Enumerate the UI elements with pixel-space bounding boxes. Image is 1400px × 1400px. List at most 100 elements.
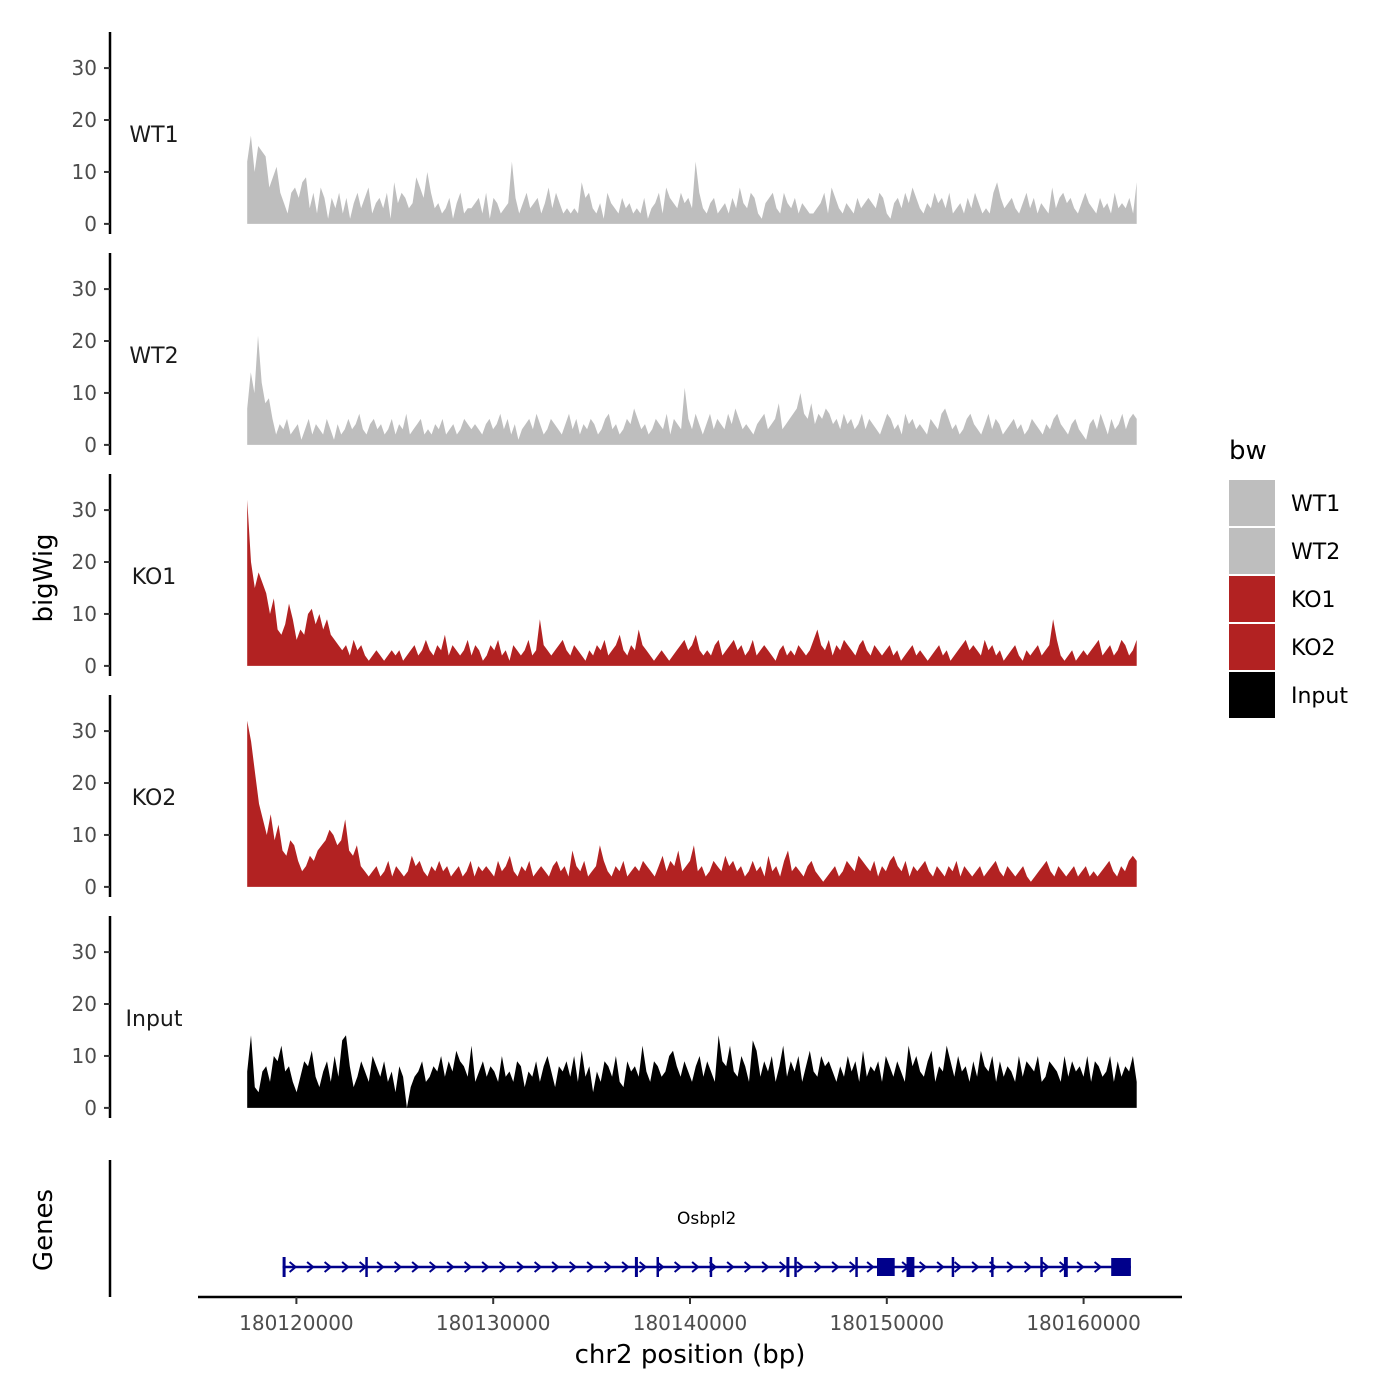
track-ko2: 0 10 20 30 KO2 [72,695,1137,899]
strand-arrow [813,1261,823,1273]
strand-arrow [638,1261,648,1273]
x-tick-label: 180130000 [436,1311,551,1335]
exon [282,1257,286,1277]
strand-arrow [971,1261,980,1273]
legend: bw WT1 WT2 KO1 KO2 Input [1229,436,1348,718]
strand-arrow [411,1261,420,1273]
legend-label-wt1: WT1 [1291,492,1340,517]
gene-label: Osbpl2 [677,1209,736,1229]
y-tick-label: 30 [72,56,97,80]
strand-arrow [341,1261,350,1273]
exon [906,1257,915,1277]
y-tick-label: 30 [72,940,97,964]
exon [951,1257,955,1277]
genes-panel: Osbpl2 [108,1160,1131,1297]
bigwig-tracks: 0 10 20 30 WT1 0 10 20 30 WT2 0 10 20 30 KO1 0 10 20 30 KO2… [72,32,1137,1120]
strand-arrow [376,1261,385,1273]
legend-title: bw [1229,436,1267,466]
track-area [247,1035,1137,1108]
strand-arrow [481,1261,490,1273]
exon [794,1257,797,1277]
y-tick-label: 20 [72,108,97,132]
strand-arrow [603,1261,613,1273]
strand-arrow [656,1261,665,1273]
y-tick-label: 20 [72,771,97,795]
x-axis: 180120000 180130000 180140000 180150000 1801… [198,1295,1182,1335]
x-tick-label: 180160000 [1026,1311,1141,1335]
y-tick-label: 20 [72,550,97,574]
track-label: WT1 [129,123,178,148]
strand-arrow [743,1261,753,1273]
strand-arrow [551,1261,560,1273]
y-tick-label: 20 [72,329,97,353]
strand-arrow [446,1261,455,1273]
track-label: KO1 [132,565,177,590]
strand-arrow [831,1261,840,1273]
strand-arrow [498,1261,508,1273]
y-tick-label: 10 [72,602,97,626]
legend-key-wt2 [1229,528,1275,574]
strand-arrow [726,1261,735,1273]
strand-arrow [533,1261,543,1273]
track-label: WT2 [129,344,178,369]
exon [855,1257,858,1277]
track-label: KO2 [132,786,177,811]
y-tick-label: 10 [72,1044,97,1068]
strand-arrow [516,1261,525,1273]
track-area [247,499,1137,666]
legend-label-wt2: WT2 [1291,540,1340,565]
exon [709,1257,713,1277]
strand-arrow [621,1261,630,1273]
strand-arrow [1023,1261,1033,1273]
strand-arrow [288,1261,298,1273]
exon [786,1257,790,1277]
strand-arrow [866,1261,875,1273]
track-label: Input [126,1007,183,1032]
legend-key-wt1 [1229,480,1275,526]
y-tick-label: 10 [72,160,97,184]
exon [991,1257,994,1277]
strand-arrow [691,1261,700,1273]
legend-label-input: Input [1291,684,1348,709]
track-input: 0 10 20 30 Input [72,916,1137,1120]
strand-arrow [323,1261,333,1273]
strand-arrow [428,1261,438,1273]
exon [1063,1257,1068,1277]
legend-key-input [1229,672,1275,718]
strand-arrow [586,1261,595,1273]
y-tick-label: 10 [72,823,97,847]
track-wt1: 0 10 20 30 WT1 [72,32,1137,236]
legend-label-ko1: KO1 [1291,588,1336,613]
exon [634,1257,638,1277]
x-axis-title: chr2 position (bp) [575,1340,806,1370]
strand-arrow [936,1261,945,1273]
y-tick-label: 20 [72,992,97,1016]
exon [1111,1258,1131,1276]
legend-key-ko2 [1229,624,1275,670]
x-tick-label: 180120000 [239,1311,354,1335]
genes-axis-title: Genes [29,1189,59,1271]
y-tick-label: 10 [72,381,97,405]
y-tick-label: 30 [72,719,97,743]
x-tick-label: 180150000 [830,1311,945,1335]
y-tick-label: 0 [84,875,97,899]
strand-arrow [953,1261,963,1273]
track-area [247,335,1137,445]
track-area [247,720,1137,887]
strand-arrow [1006,1261,1015,1273]
strand-arrow [796,1261,805,1273]
strand-arrow [918,1261,928,1273]
exon [365,1257,368,1277]
track-ko1: 0 10 20 30 KO1 [72,474,1137,678]
y-tick-label: 0 [84,433,97,457]
y-tick-label: 30 [72,277,97,301]
strand-arrow [568,1261,578,1273]
y-tick-label: 0 [84,212,97,236]
strand-arrow [463,1261,473,1273]
exon [656,1257,659,1277]
strand-arrow [1093,1261,1103,1273]
y-tick-label: 30 [72,498,97,522]
exon [1040,1257,1043,1277]
strand-arrow [1041,1261,1050,1273]
